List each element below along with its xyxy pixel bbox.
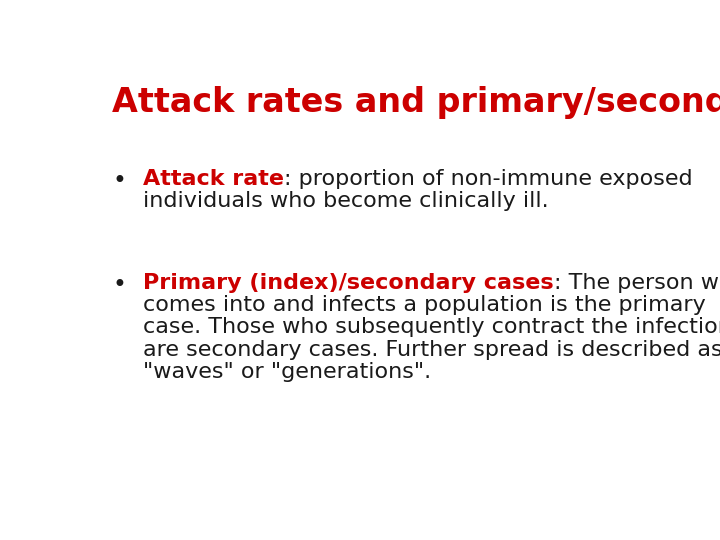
Text: Primary (index)/secondary cases: Primary (index)/secondary cases <box>143 273 554 293</box>
Text: : The person who: : The person who <box>554 273 720 293</box>
Text: •: • <box>112 168 126 193</box>
Text: individuals who become clinically ill.: individuals who become clinically ill. <box>143 191 549 211</box>
Text: comes into and infects a population is the primary: comes into and infects a population is t… <box>143 295 706 315</box>
Text: : proportion of non-immune exposed: : proportion of non-immune exposed <box>284 168 693 189</box>
Text: •: • <box>112 273 126 296</box>
Text: case. Those who subsequently contract the infection: case. Those who subsequently contract th… <box>143 318 720 338</box>
Text: Attack rate: Attack rate <box>143 168 284 189</box>
Text: "waves" or "generations".: "waves" or "generations". <box>143 362 431 382</box>
Text: Attack rates and primary/secondary cases: Attack rates and primary/secondary cases <box>112 85 720 119</box>
Text: are secondary cases. Further spread is described as: are secondary cases. Further spread is d… <box>143 340 720 360</box>
